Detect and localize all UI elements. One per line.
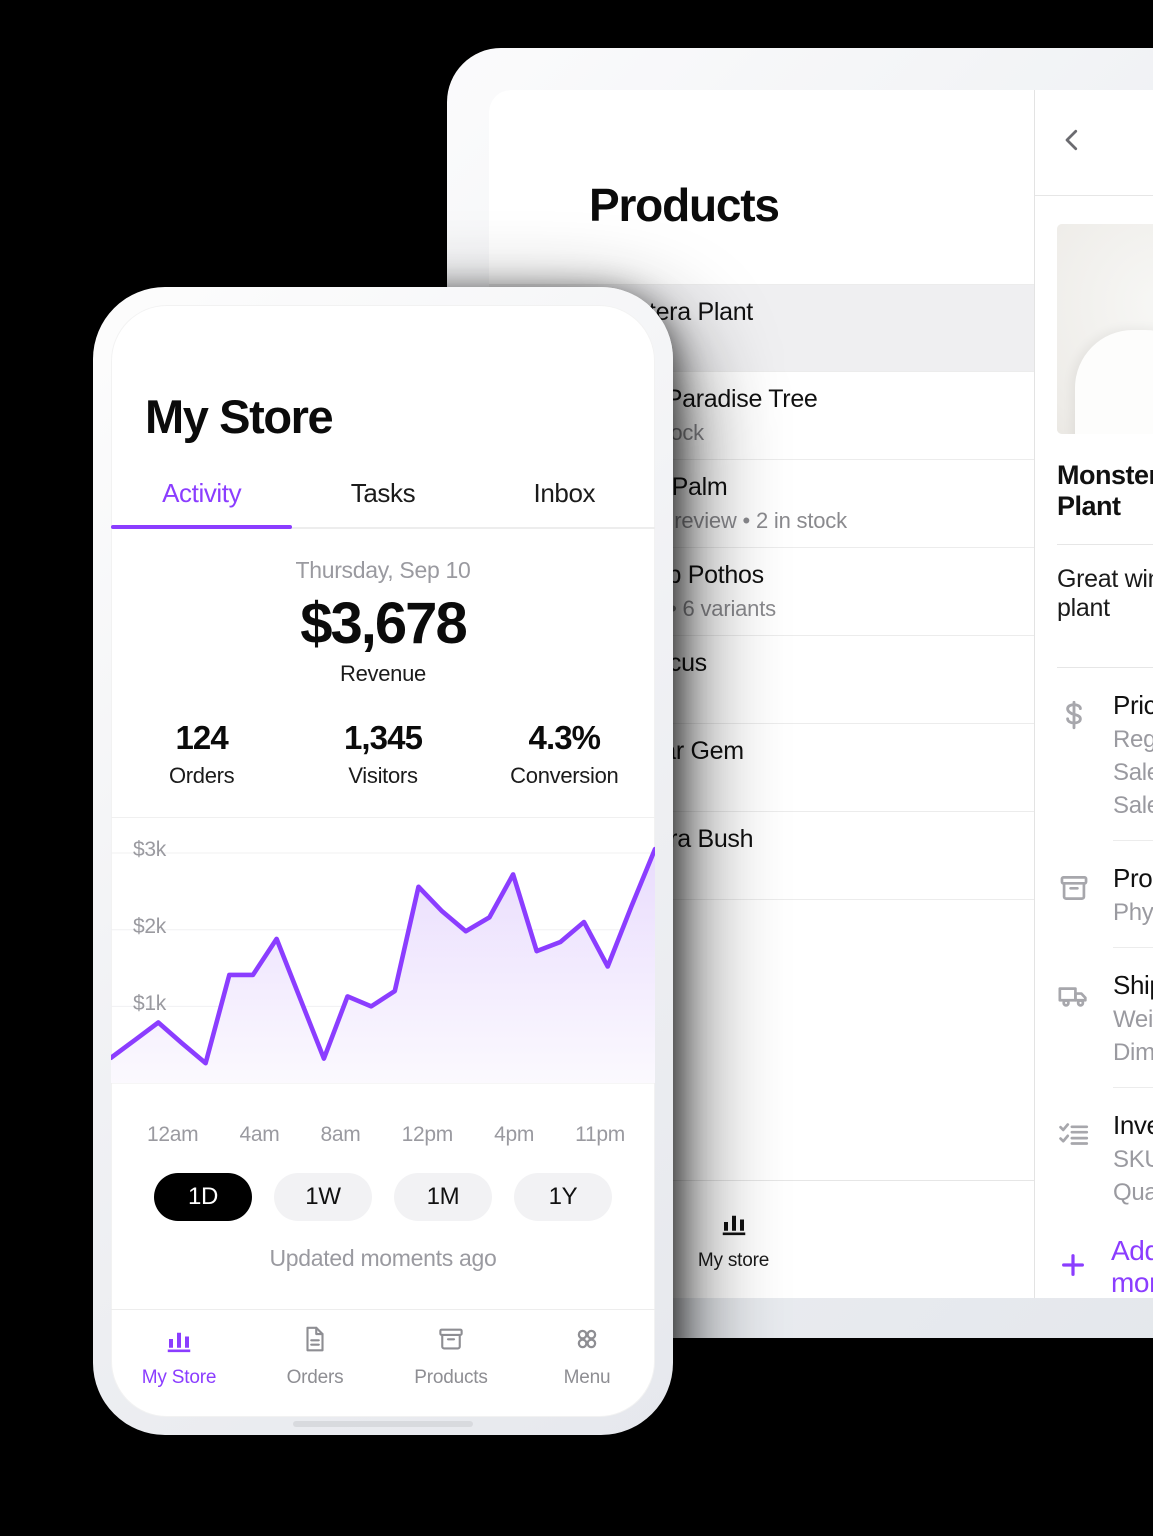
tablet-detail-pane: Monstera Plant Great winter plant Price R… [1035, 90, 1153, 1298]
range-1m[interactable]: 1M [394, 1173, 492, 1221]
bar-chart-icon [719, 1207, 749, 1242]
product-detail-sections: PriceRegular priceSale priceSale datesPr… [1035, 668, 1153, 1207]
y-axis-label: $2k [133, 915, 166, 939]
updated-status: Updated moments ago [269, 1245, 497, 1271]
box-icon [436, 1324, 466, 1359]
x-axis-labels: 12am 4am 8am 12pm 4pm 11pm [111, 1117, 655, 1147]
detail-section-line: Regular price [1113, 726, 1153, 753]
detail-section[interactable]: Product type Physical product [1035, 841, 1153, 927]
detail-section-line: Weight: [1113, 1006, 1153, 1033]
x-tick-label: 4am [239, 1123, 280, 1146]
phone-screen: My Store Activity Tasks Inbox Thursday, Se… [111, 305, 655, 1417]
revenue-chart[interactable]: $1k $2k $3k [111, 817, 655, 1117]
phone-tab-orders[interactable]: Orders [247, 1324, 383, 1389]
detail-section[interactable]: Shipping Weight: Dimensions: [1035, 948, 1153, 1067]
add-more-button[interactable]: Add more [1035, 1207, 1153, 1298]
range-1y[interactable]: 1Y [514, 1173, 612, 1221]
detail-section-line: Physical product [1113, 899, 1153, 926]
tablet-tab-my-store[interactable]: My store [698, 1207, 769, 1272]
phone-tab-strip[interactable]: Activity Tasks Inbox [111, 478, 655, 529]
revenue-value: $3,678 [300, 591, 467, 656]
dollar-icon [1057, 690, 1091, 820]
detail-section-line: Quantity: [1113, 1179, 1153, 1206]
stat-label: Orders [168, 763, 235, 788]
checklist-icon [1057, 1110, 1091, 1207]
phone-tab-inbox[interactable]: Inbox [533, 478, 596, 508]
y-axis-label: $3k [133, 838, 166, 862]
phone-tab-label: Products [414, 1367, 488, 1388]
chart-line [111, 846, 655, 1066]
plus-icon [1057, 1249, 1089, 1286]
document-icon [300, 1324, 330, 1359]
range-selector[interactable]: 1D 1W 1M 1Y [111, 1173, 655, 1221]
stat-visitors: 1,345 Visitors [292, 719, 473, 789]
truck-icon [1057, 970, 1091, 1067]
phone-device: My Store Activity Tasks Inbox Thursday, Se… [93, 287, 673, 1435]
divider [1113, 1087, 1153, 1088]
phone-tab-label: Menu [563, 1367, 611, 1388]
chart-area-fill [111, 849, 655, 1084]
bar-chart-icon [164, 1324, 194, 1359]
y-axis-label: $1k [133, 992, 166, 1016]
tablet-page-title: Products [589, 179, 780, 231]
phone-tabbar[interactable]: My Store Orders Products Menu [111, 1309, 655, 1417]
phone-tab-my-store[interactable]: My Store [111, 1324, 247, 1389]
chevron-left-icon[interactable] [1057, 125, 1087, 160]
tablet-tab-label: My store [697, 1250, 770, 1271]
stat-label: Conversion [510, 763, 619, 788]
detail-section-line: Sale price [1113, 759, 1153, 786]
detail-section-heading: Inventory [1113, 1110, 1153, 1140]
phone-tab-tasks[interactable]: Tasks [350, 478, 416, 508]
grid-dots-icon [572, 1324, 602, 1359]
phone-page-title: My Store [145, 390, 334, 443]
phone-tab-products[interactable]: Products [383, 1324, 519, 1389]
range-1w[interactable]: 1W [274, 1173, 372, 1221]
stat-label: Visitors [348, 763, 418, 788]
x-tick-label: 12pm [401, 1123, 454, 1146]
revenue-label: Revenue [340, 661, 426, 686]
phone-tab-activity[interactable]: Activity [111, 478, 293, 529]
tablet-detail-header [1035, 90, 1153, 196]
detail-section-line: SKU: 10 [1113, 1146, 1153, 1173]
product-description: Great winter plant [1057, 565, 1153, 622]
product-photo [1057, 224, 1153, 434]
box-icon [1057, 863, 1091, 927]
divider [1113, 840, 1153, 841]
stat-value: 4.3% [528, 719, 602, 756]
add-more-label: Add more [1111, 1235, 1153, 1298]
phone-tab-menu[interactable]: Menu [519, 1324, 655, 1389]
stat-value: 124 [175, 719, 228, 756]
detail-section-line: Sale dates [1113, 792, 1153, 819]
stat-value: 1,345 [343, 719, 423, 756]
stats-row: 124 Orders 1,345 Visitors 4.3% Conversion [111, 719, 655, 789]
detail-section-line: Dimensions: [1113, 1039, 1153, 1066]
divider [1113, 947, 1153, 948]
phone-tab-label: My Store [141, 1367, 217, 1388]
range-1d[interactable]: 1D [154, 1173, 252, 1221]
x-tick-label: 4pm [494, 1123, 535, 1146]
home-indicator [293, 1421, 473, 1427]
revenue-chart-svg [111, 846, 655, 1084]
x-tick-label: 12am [147, 1123, 199, 1146]
detail-section-heading: Shipping [1113, 970, 1153, 1000]
summary-date: Thursday, Sep 10 [295, 557, 471, 583]
detail-section[interactable]: Inventory SKU: 10 Quantity: [1035, 1088, 1153, 1207]
divider [1057, 544, 1153, 545]
product-detail-title: Monstera Plant [1057, 460, 1153, 521]
x-tick-label: 11pm [575, 1123, 625, 1146]
stat-conversion: 4.3% Conversion [474, 719, 655, 789]
phone-tab-label: Orders [286, 1367, 344, 1388]
divider [1057, 667, 1153, 668]
detail-section-heading: Product type [1113, 863, 1153, 893]
detail-section[interactable]: Price Regular price Sale price Sale dates [1035, 668, 1153, 820]
stat-orders: 124 Orders [111, 719, 292, 789]
x-tick-label: 8am [320, 1123, 361, 1146]
detail-section-heading: Price [1113, 690, 1153, 720]
